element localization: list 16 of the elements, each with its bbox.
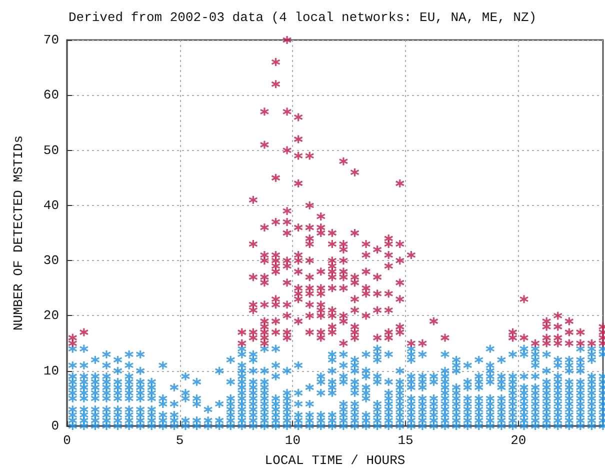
x-tick-label: 20 [510,433,526,448]
y-tick-label: 30 [43,253,59,268]
x-tick-label: 0 [63,433,71,448]
y-tick-label: 0 [51,418,59,434]
x-tick-label: 15 [398,433,414,448]
y-tick-label: 20 [43,308,59,324]
y-tick-label: 10 [43,363,59,378]
y-axis-title: NUMBER OF DETECTED MSTIDs [11,135,26,331]
x-axis-title: LOCAL TIME / HOURS [264,453,406,468]
x-tick-label: 5 [176,433,184,448]
y-tick-label: 70 [43,32,59,48]
chart-title: Derived from 2002-03 data (4 local networks: EU, NA, ME, NZ) [68,10,537,25]
y-tick-label: 60 [43,88,59,103]
x-tick-label: 10 [284,433,300,448]
y-tick-label: 40 [43,198,59,213]
y-tick-label: 50 [43,142,59,158]
